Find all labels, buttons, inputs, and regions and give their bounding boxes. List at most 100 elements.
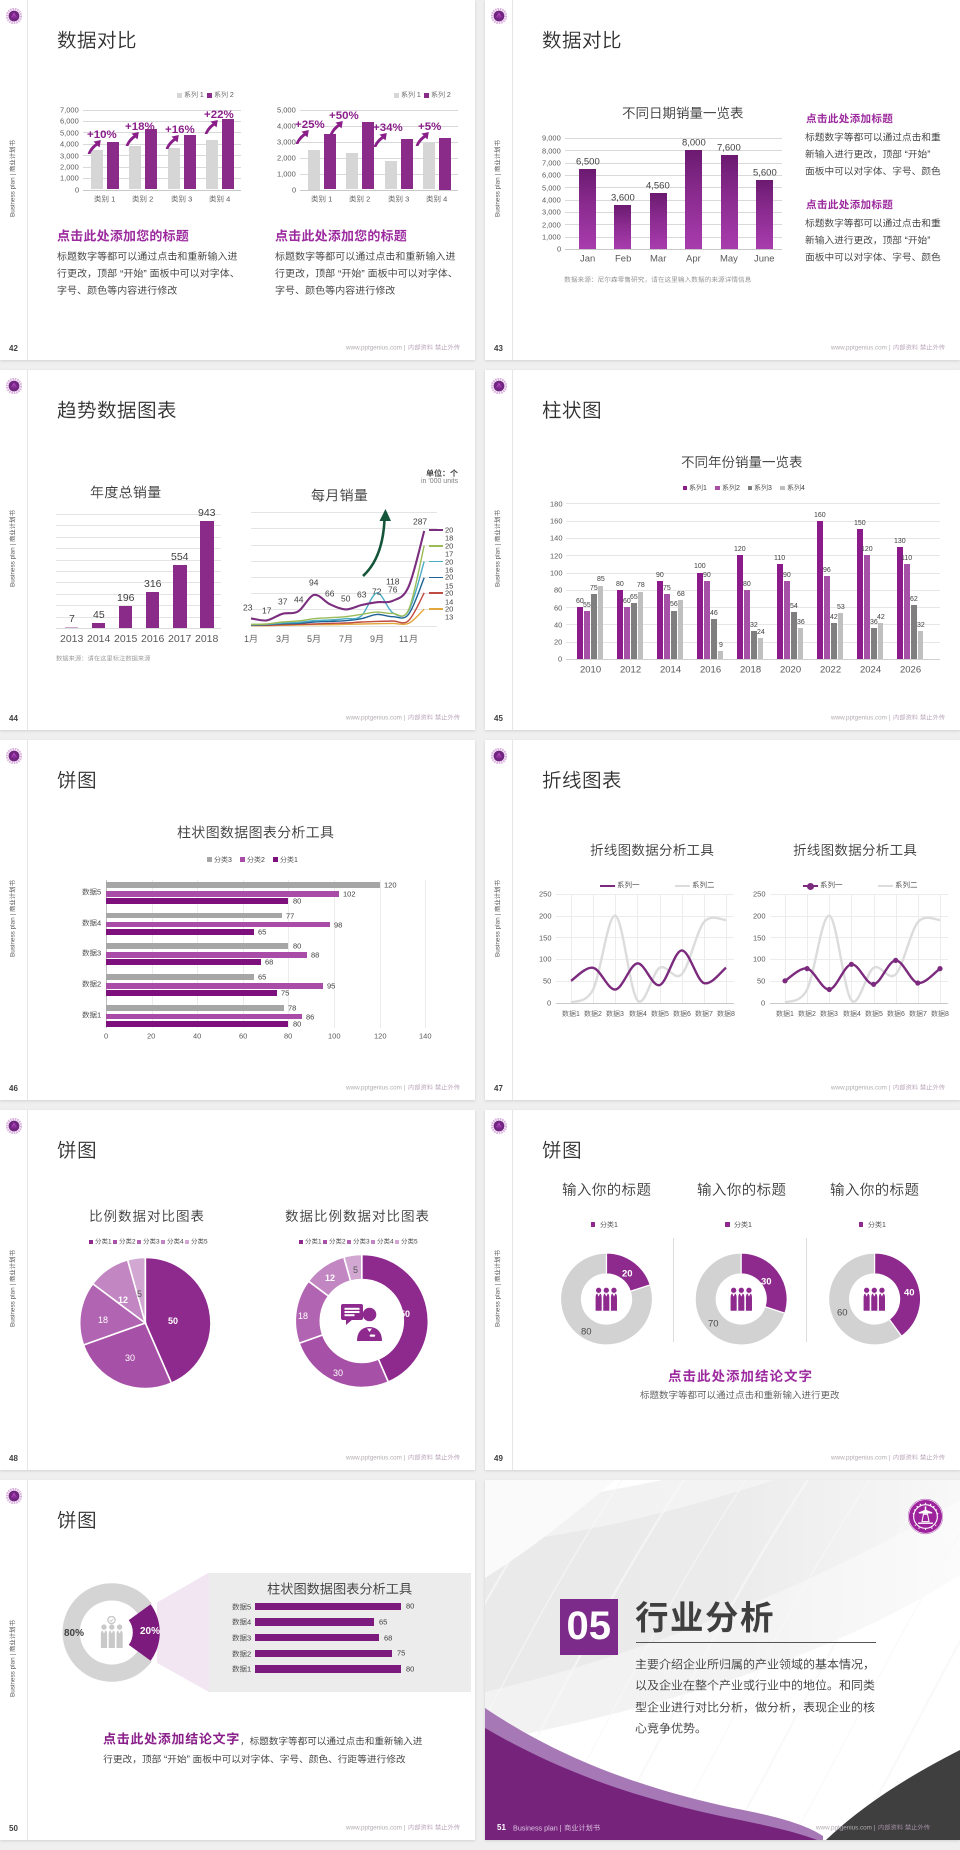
svg-text:78: 78 (637, 583, 645, 590)
svg-text:5: 5 (413, 1239, 417, 1246)
svg-text:43: 43 (494, 344, 503, 353)
svg-text:in '000 units: in '000 units (421, 478, 459, 485)
svg-text:”: ” (361, 269, 367, 280)
svg-text:2: 2 (812, 1011, 816, 1018)
svg-text:Business plan |: Business plan | (10, 912, 17, 957)
svg-text:Feb: Feb (615, 254, 631, 265)
svg-text:3: 3 (620, 1011, 624, 1018)
svg-text:50: 50 (757, 977, 765, 986)
svg-text:140: 140 (419, 1031, 432, 1040)
svg-text:120: 120 (384, 880, 397, 889)
svg-text:120: 120 (734, 546, 746, 553)
svg-text:45: 45 (494, 714, 503, 723)
svg-text:66: 66 (325, 588, 335, 598)
svg-text:68: 68 (384, 1633, 392, 1642)
svg-text:60: 60 (837, 1308, 848, 1319)
svg-text:3,000: 3,000 (542, 208, 561, 217)
svg-text:8: 8 (731, 1011, 735, 1018)
svg-text:1: 1 (613, 1222, 617, 1229)
svg-text:1,000: 1,000 (542, 233, 561, 242)
svg-text:0: 0 (104, 1031, 108, 1040)
svg-text:95: 95 (327, 981, 335, 990)
svg-text:0: 0 (557, 245, 561, 254)
svg-text:12: 12 (325, 1272, 335, 1282)
svg-text:2018: 2018 (195, 634, 218, 645)
svg-text:11: 11 (399, 634, 408, 644)
svg-text:4: 4 (800, 485, 804, 492)
svg-text:44: 44 (294, 594, 304, 604)
svg-text:78: 78 (288, 1003, 296, 1012)
svg-text:20: 20 (622, 1269, 633, 1280)
svg-text:100: 100 (328, 1031, 341, 1040)
svg-text:8,000: 8,000 (682, 138, 706, 149)
svg-text:May: May (720, 254, 738, 265)
svg-text:200: 200 (539, 912, 552, 921)
svg-text:130: 130 (894, 538, 906, 545)
svg-text:40: 40 (193, 1031, 201, 1040)
svg-text:Business plan |: Business plan | (495, 912, 502, 957)
svg-text:75: 75 (663, 585, 671, 592)
svg-text:50: 50 (400, 1308, 410, 1318)
svg-text:196: 196 (117, 592, 135, 604)
svg-text:2016: 2016 (141, 634, 164, 645)
svg-text:47: 47 (494, 1084, 503, 1093)
svg-text:Business plan |: Business plan | (10, 1652, 17, 1697)
svg-text:60: 60 (576, 598, 584, 605)
svg-text:20: 20 (445, 541, 453, 550)
svg-text:50: 50 (168, 1315, 178, 1325)
svg-text:“: “ (335, 269, 341, 280)
svg-text:150: 150 (753, 933, 766, 942)
svg-text:7,000: 7,000 (542, 159, 561, 168)
svg-text:46: 46 (710, 610, 718, 617)
svg-text:17: 17 (445, 550, 453, 559)
svg-text:180: 180 (550, 499, 563, 508)
svg-text:1: 1 (748, 1222, 752, 1229)
svg-text:1: 1 (576, 1011, 580, 1018)
svg-text:1: 1 (703, 485, 707, 492)
svg-text:2: 2 (598, 1011, 602, 1018)
svg-text:2010: 2010 (580, 664, 601, 675)
svg-text:5: 5 (307, 634, 312, 644)
svg-text:“: “ (117, 269, 123, 280)
svg-text:6,000: 6,000 (60, 117, 79, 126)
svg-text:1: 1 (790, 1011, 794, 1018)
svg-text:80%: 80% (64, 1628, 84, 1639)
svg-text:3: 3 (97, 949, 101, 958)
svg-text:“: “ (902, 150, 908, 161)
svg-text:80: 80 (293, 942, 301, 951)
svg-text:76: 76 (388, 585, 398, 595)
svg-text:June: June (754, 254, 775, 265)
svg-text:90: 90 (783, 572, 791, 579)
svg-text:60: 60 (623, 598, 631, 605)
svg-text:65: 65 (258, 973, 266, 982)
svg-text:80: 80 (616, 581, 624, 588)
svg-text:www.pptgenius.com |: www.pptgenius.com | (345, 1085, 407, 1092)
svg-text:Business plan |: Business plan | (10, 542, 17, 587)
svg-text:80: 80 (293, 1019, 301, 1028)
svg-text:2: 2 (364, 195, 370, 204)
svg-text:86: 86 (306, 1012, 314, 1021)
svg-text:Business plan |: Business plan | (10, 172, 17, 217)
svg-text:80: 80 (406, 1665, 414, 1674)
svg-text:www.pptgenius.com |: www.pptgenius.com | (345, 1825, 407, 1832)
svg-text:140: 140 (550, 534, 563, 543)
svg-text:2,000: 2,000 (277, 153, 296, 162)
svg-text:3: 3 (228, 857, 232, 864)
svg-text:4: 4 (441, 195, 447, 204)
svg-text:56: 56 (670, 602, 678, 609)
svg-text:60: 60 (554, 603, 562, 612)
svg-text:32: 32 (750, 622, 758, 629)
svg-text:5: 5 (247, 1602, 251, 1611)
svg-text:50: 50 (9, 1824, 18, 1833)
svg-text:72: 72 (372, 586, 382, 596)
svg-text:18: 18 (298, 1310, 308, 1320)
svg-text:5: 5 (665, 1011, 669, 1018)
svg-text:1: 1 (247, 1665, 251, 1674)
svg-text:49: 49 (494, 1454, 503, 1463)
svg-text:90: 90 (656, 572, 664, 579)
svg-text:13: 13 (445, 613, 453, 622)
svg-text:65: 65 (258, 927, 266, 936)
svg-text:68: 68 (265, 958, 273, 967)
svg-text:12: 12 (118, 1294, 128, 1304)
svg-text:15: 15 (445, 581, 453, 590)
